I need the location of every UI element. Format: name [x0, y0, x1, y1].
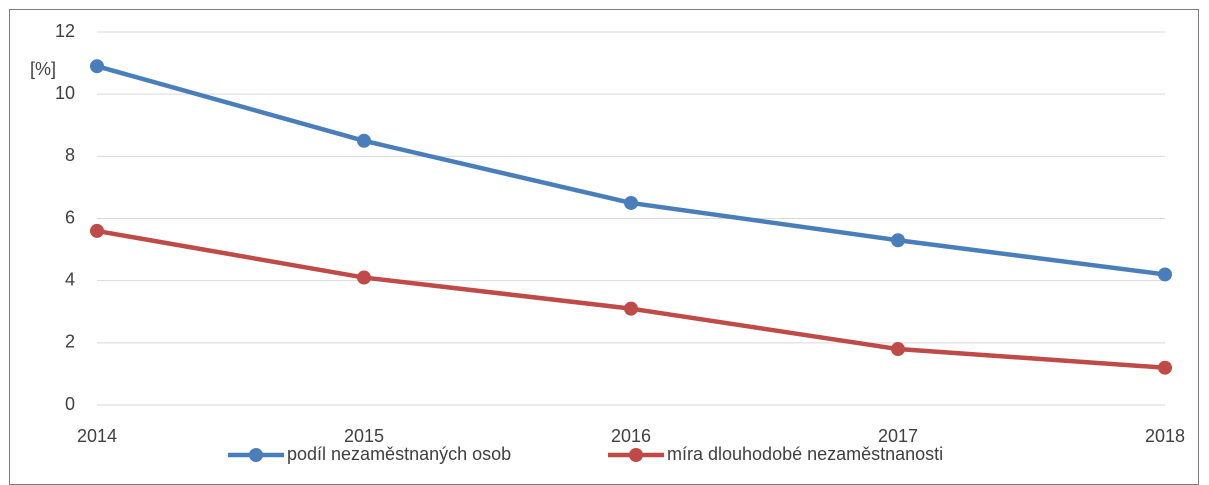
legend-label: míra dlouhodobé nezaměstnanosti	[667, 444, 943, 464]
data-point	[1158, 360, 1172, 375]
x-tick-label: 2015	[344, 426, 384, 446]
data-point	[90, 223, 104, 238]
series-line	[96, 64, 1166, 277]
data-point	[624, 195, 638, 210]
data-point	[891, 233, 905, 248]
x-tick-label: 2017	[878, 426, 918, 446]
x-tick-label: 2018	[1145, 426, 1185, 446]
data-point	[891, 342, 905, 357]
data-point	[357, 270, 371, 285]
series-line	[96, 228, 1166, 370]
data-point	[90, 59, 104, 74]
data-point	[624, 301, 638, 316]
x-tick-label: 2016	[611, 426, 651, 446]
data-point	[357, 133, 371, 148]
y-tick-label: 2	[65, 332, 75, 352]
y-tick-label: 4	[65, 269, 75, 289]
y-tick-label: 10	[55, 83, 75, 103]
y-tick-label: 0	[65, 394, 75, 414]
y-tick-label: 8	[65, 145, 75, 165]
data-point	[1158, 267, 1172, 282]
y-tick-label: 6	[65, 207, 75, 227]
legend-label: podíl nezaměstnaných osob	[287, 444, 511, 464]
x-tick-label: 2014	[77, 426, 117, 446]
y-tick-label: 12	[55, 21, 75, 41]
y-axis-label: [%]	[30, 59, 56, 79]
legend-marker	[249, 448, 263, 462]
legend-marker	[629, 448, 643, 462]
